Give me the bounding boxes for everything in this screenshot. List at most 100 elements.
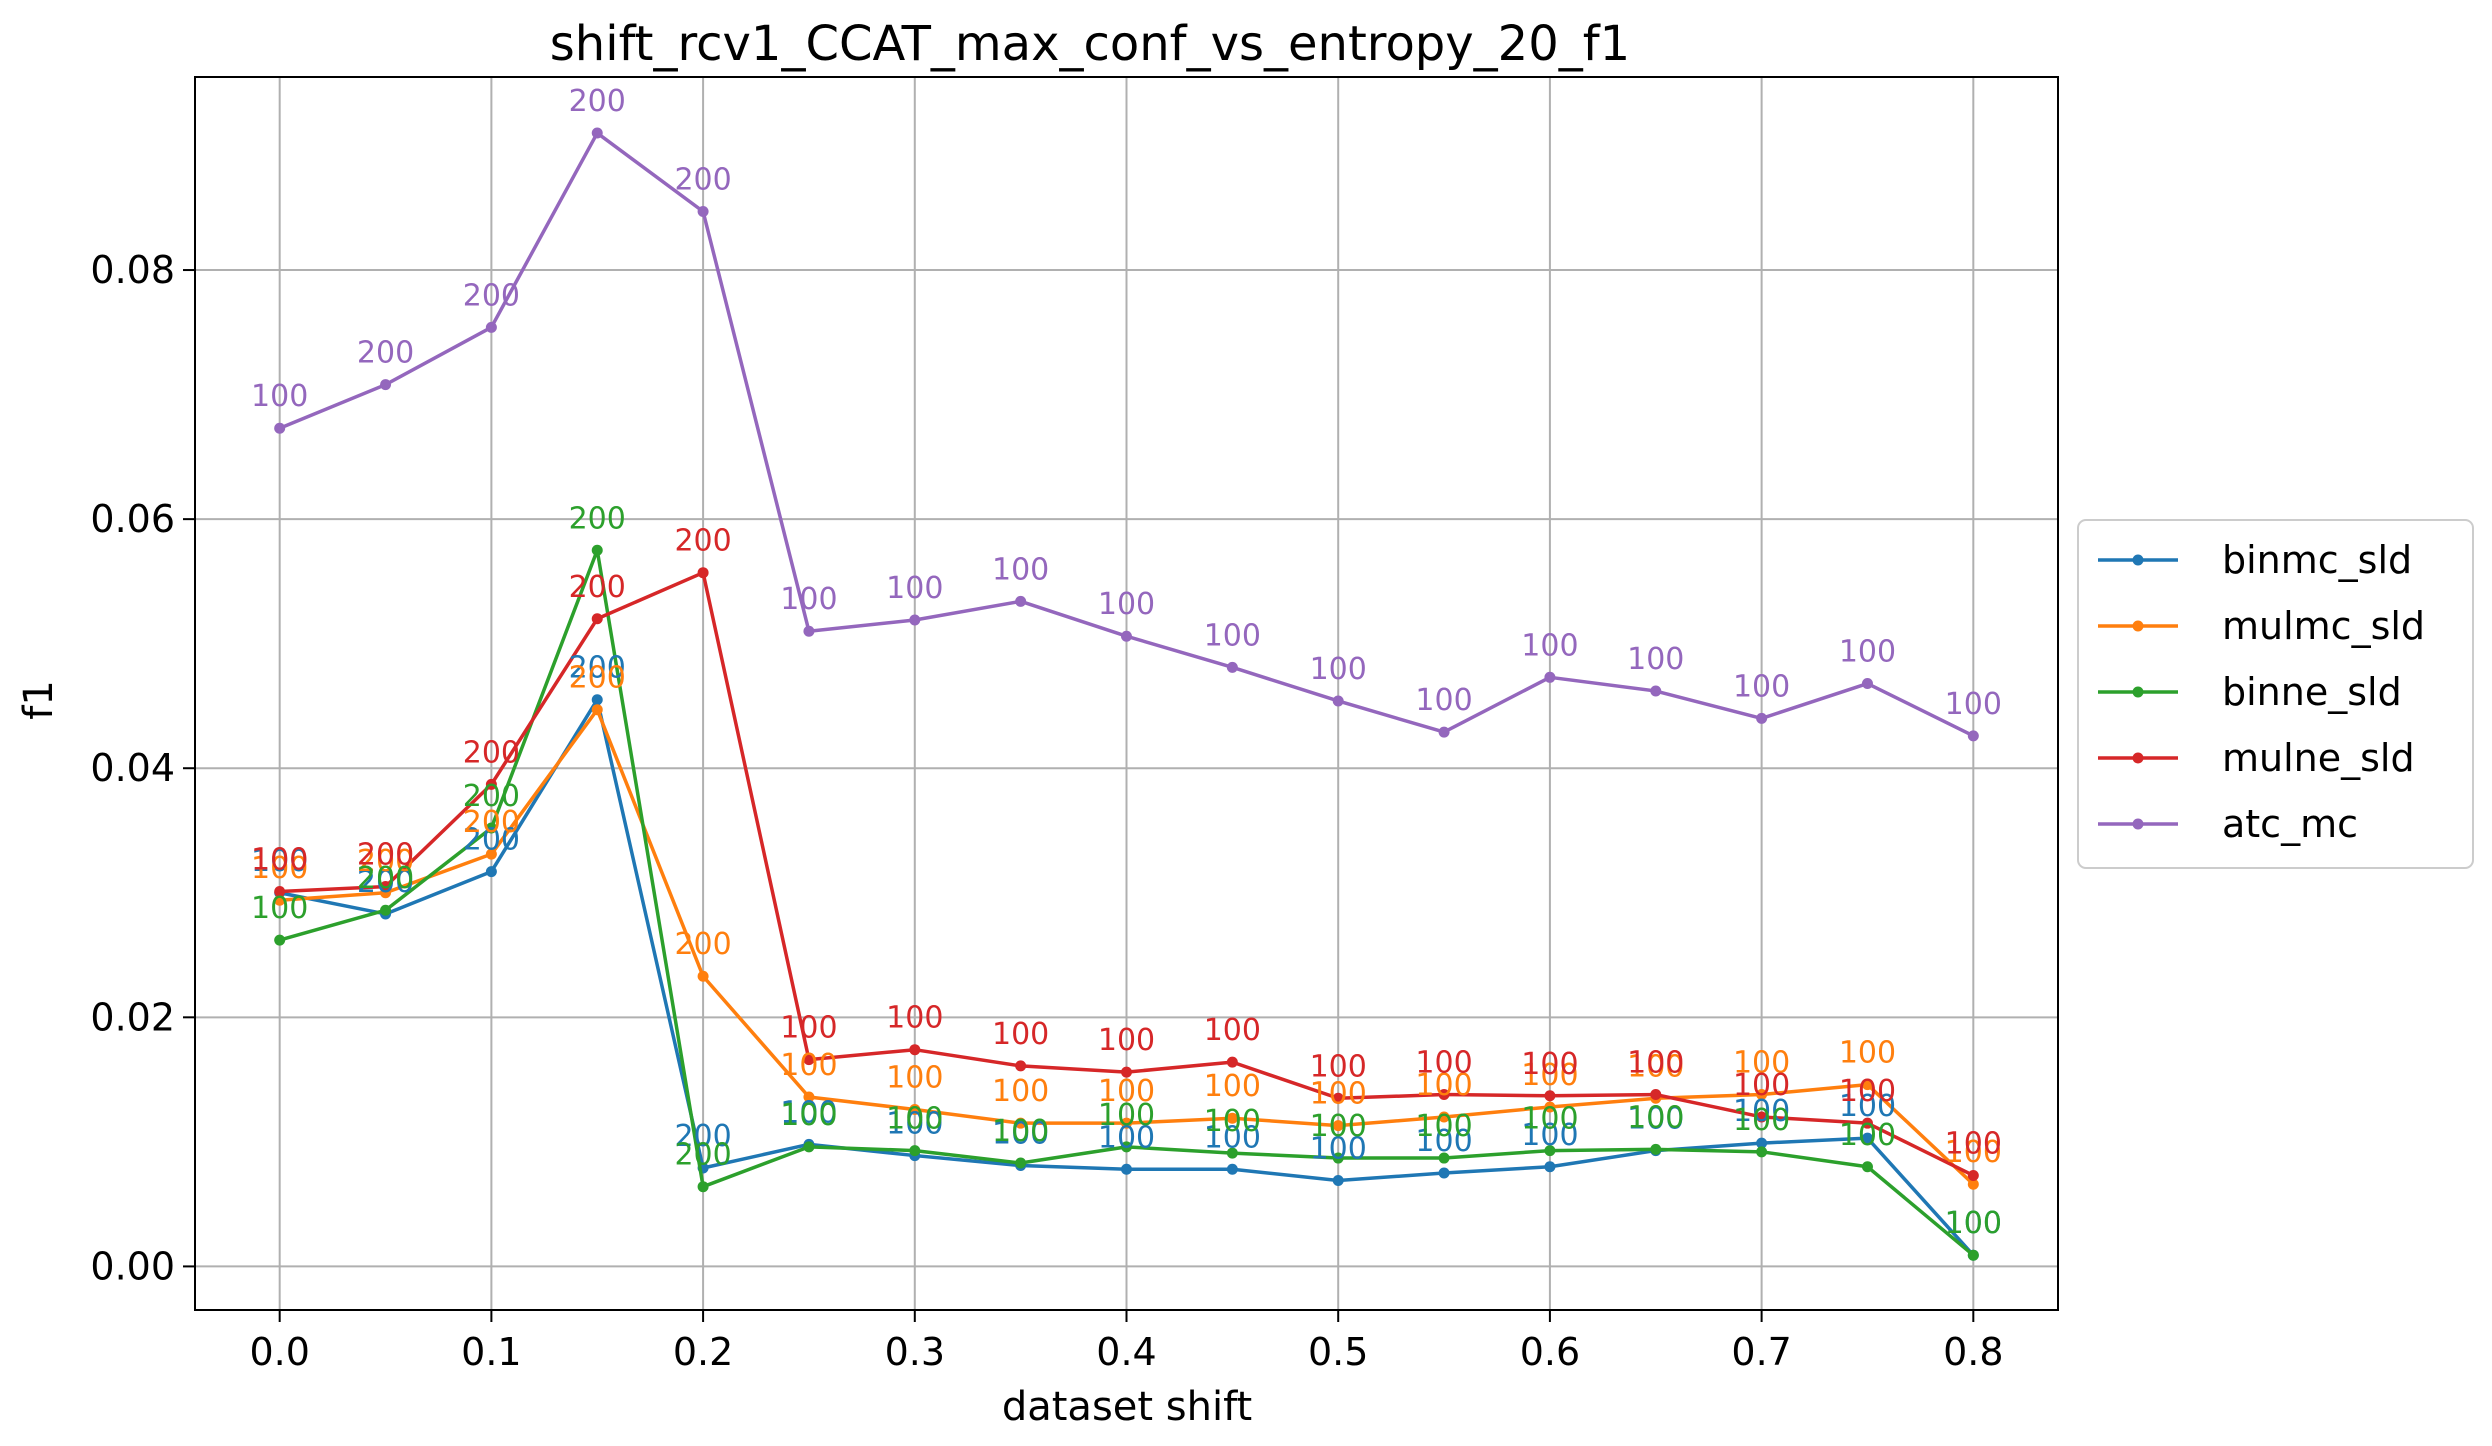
data-point [803,625,815,637]
x-tick-label: 0.8 [1943,1330,2003,1374]
data-point [1544,1101,1556,1113]
data-label: 100 [1310,652,1367,687]
data-label: 100 [1415,683,1472,718]
legend-marker [2132,686,2144,698]
data-point [380,904,392,916]
data-point [1121,1141,1132,1153]
data-point [1861,1117,1873,1129]
x-tick-label: 0.6 [1520,1330,1580,1374]
legend-item-atc_mc: atc_mc [2098,802,2358,846]
data-label: 200 [357,838,414,873]
data-point [1015,1060,1027,1072]
data-label: 100 [1098,1120,1155,1155]
x-tick-label: 0.3 [885,1330,945,1374]
data-point [1438,1111,1450,1123]
data-point [697,206,709,218]
data-label: 100 [1627,1100,1684,1135]
data-point [697,970,709,982]
legend: binmc_sld mulmc_sld binne_sld mulne_sld atc_… [2077,519,2474,869]
data-label: 100 [1839,1036,1896,1071]
data-label: 100 [780,582,837,617]
legend-label: binmc_sld [2222,538,2412,582]
x-tick-label: 0.4 [1096,1330,1156,1374]
data-point [1226,1112,1238,1124]
data-point [803,1091,815,1103]
data-point [1650,685,1662,697]
data-label: 200 [569,84,626,119]
data-label: 100 [780,1048,837,1083]
data-point [1438,1167,1450,1179]
data-label: 100 [1310,1077,1367,1112]
data-point [1861,1079,1873,1091]
data-label: 200 [569,661,626,696]
data-point [1121,1163,1132,1175]
data-point [1756,1146,1768,1158]
y-axis-label: f1 [16,680,62,720]
data-label: 100 [886,571,943,606]
data-point [1967,1178,1979,1190]
data-label: 100 [1098,587,1155,622]
data-label: 100 [1310,1049,1367,1084]
data-point [485,321,497,333]
data-point [1967,1169,1979,1181]
data-point [1967,1249,1979,1261]
data-label: 200 [674,1119,731,1154]
data-point [1226,1056,1238,1068]
data-label: 100 [992,1017,1049,1052]
data-point [1121,630,1132,642]
data-label: 100 [1733,1046,1790,1081]
data-point [1332,1120,1344,1132]
data-label: 100 [1310,1109,1367,1144]
data-label: 100 [251,851,308,886]
x-tick-label: 0.1 [461,1330,521,1374]
data-label: 100 [1733,1094,1790,1129]
data-label: 100 [886,1060,943,1095]
x-axis-label: dataset shift [1002,1384,1252,1430]
data-point [485,848,497,860]
data-point [1438,726,1450,738]
legend-label: binne_sld [2222,670,2402,714]
data-label: 100 [1627,1102,1684,1137]
legend-item-mulmc_sld: mulmc_sld [2098,604,2425,648]
series-layer [274,127,1979,1261]
data-label: 200 [463,278,520,313]
legend-item-binmc_sld: binmc_sld [2098,538,2412,582]
legend-label: mulne_sld [2222,736,2415,780]
data-label: 100 [1945,1135,2002,1170]
data-point [1544,1161,1556,1173]
data-label: 100 [1521,628,1578,663]
data-label: 100 [1627,642,1684,677]
data-point [1121,1117,1132,1129]
series-mulne_sld [274,567,1979,1181]
data-label: 100 [251,844,308,879]
data-point [1015,1157,1027,1169]
data-label: 100 [886,1001,943,1036]
data-point [909,1145,921,1157]
data-label: 100 [1521,1102,1578,1137]
data-label: 100 [1627,1046,1684,1081]
grid [195,77,2058,1310]
data-label: 100 [1839,635,1896,670]
data-label: 100 [1945,1206,2002,1241]
data-point [591,544,603,556]
data-point [1332,1174,1344,1186]
data-label: 100 [780,1098,837,1133]
data-label: 100 [1733,1068,1790,1103]
data-label: 100 [1733,1103,1790,1138]
data-label: 200 [357,865,414,900]
data-label: 100 [1945,1126,2002,1161]
y-axis-ticks: 0.00 0.02 0.04 0.06 0.08 [90,248,195,1288]
data-point [380,881,392,893]
legend-marker [2132,818,2144,830]
data-point [1967,730,1979,742]
data-label: 100 [886,1102,943,1137]
data-label: 100 [1204,1104,1261,1139]
y-tick-label: 0.08 [90,248,175,292]
data-point [1121,1066,1132,1078]
data-point [1861,1161,1873,1173]
x-axis-ticks: 0.0 0.1 0.2 0.3 0.4 0.5 0.6 0.7 0.8 [249,1310,2004,1374]
legend-label: mulmc_sld [2222,604,2425,648]
legend-marker [2132,554,2144,566]
data-label: 100 [1204,1120,1261,1155]
